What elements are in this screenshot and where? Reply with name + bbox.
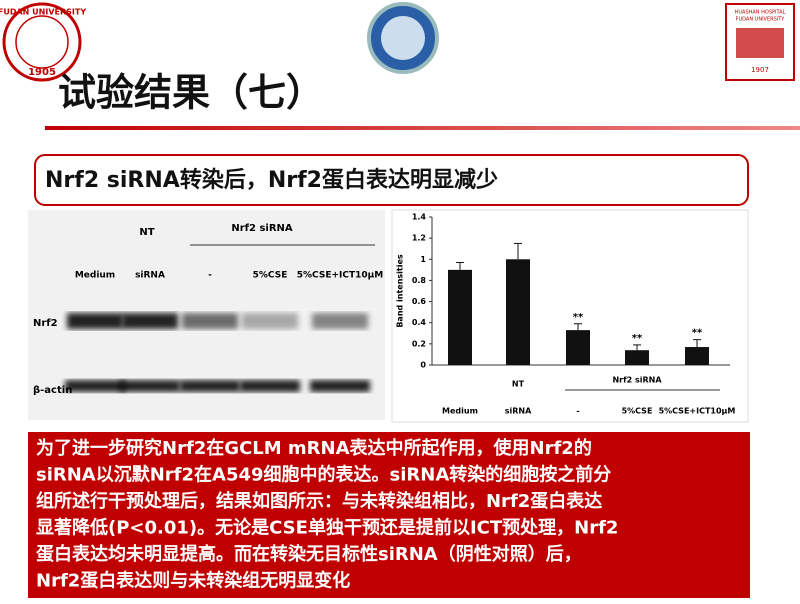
y-tick-label: 0.8: [412, 276, 427, 285]
blot-lane-label: -: [208, 271, 212, 281]
blot-row-label: β-actin: [33, 385, 72, 396]
blot-band: [240, 380, 300, 392]
body-line: 显著降低(P<0.01)。无论是CSE单独干预还是提前以ICT预处理，Nrf2: [36, 517, 618, 539]
x-tick-label: Medium: [442, 407, 478, 416]
group-label: NT: [512, 380, 525, 389]
blot-band: [310, 380, 370, 392]
y-tick-label: 0.2: [412, 339, 426, 348]
logo-text: FUDAN UNIVERSITY: [736, 17, 786, 23]
error-bar: [574, 323, 582, 331]
blot-lane-label: 5%CSE+ICT10μM: [297, 271, 383, 281]
slide-title: 试验结果（七）: [58, 71, 324, 115]
x-tick-label: -: [576, 407, 579, 416]
blot-lane-label: 5%CSE: [253, 271, 288, 281]
bar: [685, 347, 709, 365]
blot-band: [180, 380, 240, 392]
logo-center: [367, 2, 439, 74]
significance: **: [632, 333, 643, 344]
title-rule: [45, 126, 800, 130]
blot-row-label: Nrf2: [33, 318, 58, 329]
logo-year: 1907: [751, 66, 769, 74]
group-label: Nrf2 siRNA: [612, 376, 662, 385]
y-tick-label: 0.4: [412, 318, 427, 327]
blot-lane-label: siRNA: [135, 271, 165, 281]
body-line: 为了进一步研究Nrf2在GCLM mRNA表达中所起作用，使用Nrf2的: [36, 437, 592, 459]
banner-box: [34, 154, 749, 206]
error-bar: [633, 344, 641, 351]
blot-band: [242, 313, 298, 329]
text-box: [28, 432, 750, 598]
y-tick-label: 1.4: [412, 213, 427, 222]
blot-band: [65, 380, 125, 392]
logo-text: FUDAN UNIVERSITY: [0, 8, 86, 17]
blot-band: [312, 313, 368, 329]
error-bar: [456, 261, 464, 270]
blot-band: [67, 313, 123, 329]
x-tick-label: siRNA: [505, 407, 532, 416]
bar: [566, 330, 590, 365]
x-tick-label: 5%CSE+ICT10μM: [659, 407, 736, 416]
logo-right: HUASHAN HOSPITAL FUDAN UNIVERSITY 1907: [725, 3, 795, 81]
y-tick-label: 1.2: [412, 234, 426, 243]
logo-left: FUDAN UNIVERSITY 1905: [0, 2, 86, 82]
significance: **: [692, 328, 703, 339]
bar: [506, 259, 530, 365]
body-line: siRNA以沉默Nrf2在A549细胞中的表达。siRNA转染的细胞按之前分: [36, 464, 611, 486]
banner-text: Nrf2 siRNA转染后，Nrf2蛋白表达明显减少: [45, 167, 498, 193]
y-tick-label: 1: [420, 255, 426, 264]
body-line: 组所述行干预处理后，结果如图所示：与未转染组相比，Nrf2蛋白表达: [36, 490, 602, 512]
body-line: Nrf2蛋白表达则与未转染组无明显变化: [36, 570, 350, 592]
error-bar: [514, 242, 522, 260]
bar: [448, 269, 472, 365]
x-tick-label: 5%CSE: [622, 407, 653, 416]
blot-lane-label: Medium: [75, 271, 115, 281]
logo-text: HUASHAN HOSPITAL: [735, 10, 786, 16]
body-line: 蛋白表达均未明显提高。而在转染无目标性siRNA（阴性对照）后，: [36, 543, 582, 565]
blot-band: [182, 313, 238, 329]
y-tick-label: 0.6: [412, 297, 427, 306]
blot-label: NT: [139, 227, 154, 238]
significance: **: [573, 312, 584, 323]
blot-label: Nrf2 siRNA: [231, 223, 293, 234]
y-tick-label: 0: [420, 361, 426, 370]
y-axis-label: Band intensities: [396, 254, 405, 328]
blot-band: [120, 380, 180, 392]
blot-band: [122, 313, 178, 329]
error-bar: [693, 339, 701, 348]
logo-year: 1905: [28, 67, 56, 78]
bar: [625, 350, 649, 365]
